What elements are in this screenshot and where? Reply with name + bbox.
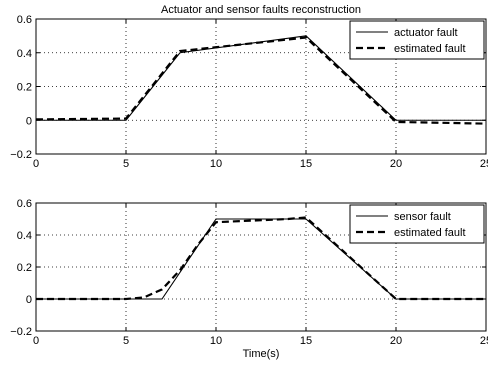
x-axis-label: Time(s) xyxy=(243,348,280,360)
x-tick-label: 5 xyxy=(123,335,129,347)
y-tick-label: 0 xyxy=(26,294,32,306)
y-tick-label: 0.6 xyxy=(17,14,32,26)
x-tick-label: 15 xyxy=(300,335,312,347)
x-tick-label: 5 xyxy=(123,158,129,170)
series-line-estimated xyxy=(36,216,486,301)
legend-label: actuator fault xyxy=(394,27,458,39)
legend-label: estimated fault xyxy=(394,43,466,55)
x-tick-label: 15 xyxy=(300,158,312,170)
y-tick-label: −0.2 xyxy=(10,326,32,338)
x-tick-label: 10 xyxy=(210,158,222,170)
legend-box xyxy=(349,20,485,60)
plot-frame xyxy=(35,18,487,155)
series-line-estimated xyxy=(35,36,487,125)
legend: actuator fault estimated fault xyxy=(349,20,485,60)
y-tick-label: 0 xyxy=(26,115,32,127)
y-tick-label: 0.6 xyxy=(17,198,32,210)
y-tick-label: 0.2 xyxy=(17,262,32,274)
y-tick-label: 0.2 xyxy=(17,82,32,94)
x-tick-label: 10 xyxy=(210,335,222,347)
plot-frame xyxy=(35,202,487,332)
legend-label: sensor fault xyxy=(394,211,451,223)
y-tick-label: −0.2 xyxy=(10,149,32,161)
x-tick-label: 25 xyxy=(480,158,488,170)
y-tick-label: 0.4 xyxy=(17,230,32,242)
legend-box xyxy=(349,204,485,244)
x-tick-label: 0 xyxy=(33,158,39,170)
x-tick-label: 20 xyxy=(390,335,402,347)
x-tick-label: 0 xyxy=(33,335,39,347)
y-tick-label: 0.4 xyxy=(17,48,32,60)
x-tick-label: 25 xyxy=(480,335,488,347)
x-tick-label: 20 xyxy=(390,158,402,170)
legend: sensor fault estimated fault xyxy=(349,204,485,244)
legend-label: estimated fault xyxy=(394,227,466,239)
chart-title: Actuator and sensor faults reconstructio… xyxy=(161,4,361,16)
series-line-true xyxy=(36,35,486,121)
